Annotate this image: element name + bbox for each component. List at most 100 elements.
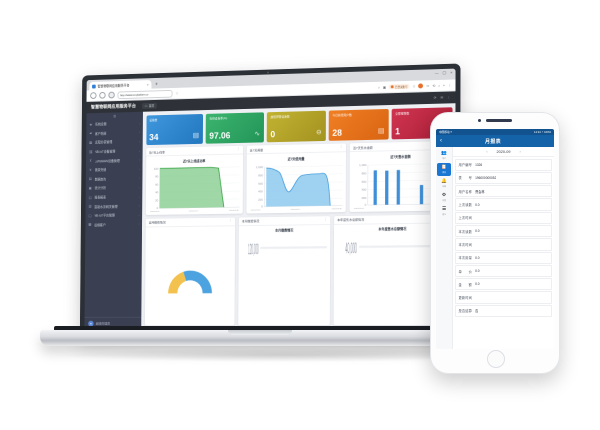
stat-label: 今日新增用户数 [332,112,352,117]
list-item[interactable]: 本次时间 [455,238,552,251]
users-icon: 👥 [441,150,447,156]
card-menu-icon[interactable]: ⋮ [228,218,232,223]
toolbar-icon-7[interactable]: ⋮ [448,83,452,88]
header-message-icon[interactable]: ✉ [440,95,444,100]
minus-circle-icon: ⊖ [316,128,322,136]
laptop-device: 智慧物联网应用服务平台 × + — ▢ × [40,62,480,352]
chevron-right-icon: ‹ [138,185,140,190]
list-item[interactable]: 单 价 0.0 [455,264,552,278]
field-label: 本次读数 [458,229,473,234]
bottom-card-month-payment: 本月缴费情况 ⋮ 本月缴费情况 [237,215,331,325]
report-field-list: 用户编号 1326 表 号 196000000052 用户名称 曹会林 上 [453,157,554,349]
stat-label: 故障预警设备数 [270,114,290,119]
device-shadow [55,348,515,362]
tab-close-icon[interactable]: × [146,82,149,87]
window-maximize-button[interactable]: ▢ [442,69,447,75]
toolbar-icon-0[interactable]: ⌕ [377,85,380,90]
bookmark-star-icon[interactable]: ☆ [175,90,179,96]
phone-content-panel: ‹ 2020-09 › 用户编号 1326 表 号 196000000052 [453,147,554,349]
toolbar-icon-3[interactable]: ✂ [426,83,430,88]
field-value: 0.0 [475,202,480,207]
tab-title: 智慧物联网应用服务平台 [97,83,130,89]
x-tick: 2020-09-30 [331,208,342,211]
chevron-right-icon: ‹ [138,194,140,199]
field-value: 0.0 [475,229,480,234]
statistics-icon: ▣ [88,186,92,191]
list-item[interactable]: 金 额 0.0 [455,278,552,291]
remote-meter-icon: ▦ [89,140,93,145]
webcam-icon [267,71,269,74]
window-controls: — ▢ × [434,69,453,76]
stat-value: 0 [270,129,276,139]
list-item[interactable]: 上次时间 [455,211,552,224]
list-item[interactable]: 表 号 196000000052 [455,171,552,185]
forward-button[interactable] [99,91,106,99]
header-refresh-icon[interactable]: ⟳ [433,95,437,100]
back-button[interactable] [90,92,97,99]
sidebar-item-ops-customers[interactable]: ▩ 运维客户 ‹ [85,219,142,229]
back-arrow-icon[interactable]: ‹ [440,138,442,144]
new-tab-button[interactable]: + [155,81,158,88]
stat-card-new-users[interactable]: 今日新增用户数 28 ▤ [328,108,389,141]
list-item[interactable]: 更新时间 [455,291,552,304]
card-title: 本月缴费情况 [241,219,260,224]
phone-main: 👥 用户 📋 报表 🔔 告警 ⚙ 设置 [436,147,554,349]
chevron-right-icon: ‹ [138,167,140,171]
chevron-right-icon: ‹ [139,139,140,144]
list-item[interactable]: 用户名称 曹会林 [455,185,552,198]
list-item[interactable]: 本次用量 0.0 [455,251,552,264]
card-menu-icon[interactable]: ⋮ [236,146,240,151]
stat-card-devices[interactable]: 设备数 34 ▤ [145,113,203,145]
list-item[interactable]: 用户编号 1326 [455,158,552,171]
reload-button[interactable] [108,91,115,99]
chart-plot-area [147,228,232,323]
list-item[interactable]: 上次读数 0.0 [455,198,552,211]
toolbar-icon-5[interactable]: ♪ [438,83,441,88]
avatar[interactable] [418,83,424,89]
system-settings-icon: ◈ [89,122,93,127]
next-month-icon[interactable]: › [519,149,521,154]
sidebar-item-label: 系统设置 [94,122,107,127]
toolbar-icon-2[interactable]: ☆ [412,84,416,89]
list-item[interactable]: 本次读数 0.0 [455,224,552,238]
prev-month-icon[interactable]: ‹ [486,149,488,154]
svg-text:800: 800 [361,171,366,175]
rail-item-more[interactable]: ☰ 更多 [437,205,451,218]
selected-month: 2020-09 [496,149,511,154]
app-header-actions: ⟳ ✉ ⋮ [434,95,451,99]
field-value: 196000000052 [475,175,497,180]
stat-card-fault-alerts[interactable]: 故障预警设备数 0 ⊖ [266,110,326,142]
svg-text:60: 60 [155,183,159,187]
list-item[interactable]: 是否结算 否 [455,304,552,318]
sidebar-nav-list: ◈ 系统设置 ‹ ▰ 客户档案 ‹ [85,118,143,316]
card-menu-icon[interactable]: ⋮ [339,144,343,149]
app-logo: 智慧物联网应用服务平台 [90,103,137,110]
stat-label: 设备数 [149,117,158,122]
card-title: 近7天售水金额 [353,145,373,150]
address-bar[interactable]: http://www.iot-platform.cn [117,89,173,99]
stat-card-row: 设备数 34 ▤ 在线设备率(%) 97.06 ∿ [145,106,453,145]
svg-text:100: 100 [153,167,158,171]
window-minimize-button[interactable]: — [434,70,439,76]
rail-item-alerts[interactable]: 🔔 告警 [437,177,451,190]
window-close-button[interactable]: × [450,69,453,75]
rail-item-reports[interactable]: 📋 报表 [437,163,451,176]
toolbar-icon-1[interactable]: ▣ [382,84,387,90]
card-menu-icon[interactable]: ⋮ [323,216,328,221]
sidebar-item-label: 缴费充值 [94,168,107,173]
phone-page-title: 月报表 [485,138,501,145]
account-pill[interactable]: 已登录账号 [389,83,410,90]
pulse-icon: ∿ [254,130,260,138]
toolbar-icon-6[interactable]: + [442,83,446,88]
field-label: 用户编号 [458,163,473,168]
stat-card-online-rate[interactable]: 在线设备率(%) 97.06 ∿ [206,111,264,144]
chevron-right-icon: ‹ [138,222,140,226]
rail-item-settings[interactable]: ⚙ 设置 [437,191,451,204]
month-payment-bar-chart: 120,000 [248,241,328,258]
toolbar-icon-4[interactable]: ⟲ [432,83,436,88]
header-home-chip[interactable]: ▭ 首页 [142,102,157,109]
rail-item-users[interactable]: 👥 用户 [437,149,451,162]
stat-label: 在线设备率(%) [209,115,228,121]
header-more-icon[interactable]: ⋮ [447,95,451,100]
phone-home-button[interactable] [487,350,505,368]
